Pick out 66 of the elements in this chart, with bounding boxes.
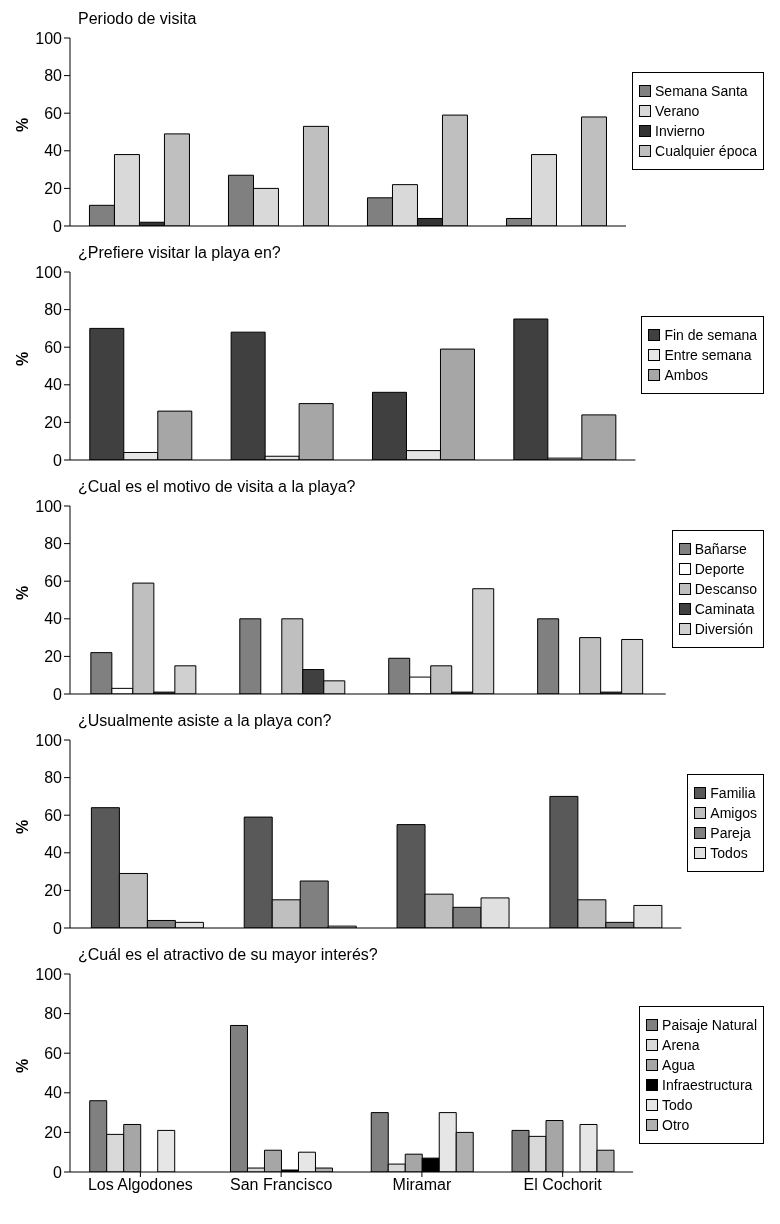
y-tick-label: 60 (44, 338, 63, 356)
y-tick-label: 0 (53, 217, 63, 235)
legend-label: Deporte (694, 561, 745, 577)
y-axis-title: % (13, 117, 31, 132)
y-tick-label: 20 (44, 648, 63, 666)
x-tick-label: Miramar (392, 1176, 452, 1194)
y-tick-label: 100 (35, 965, 63, 983)
y-tick-label: 0 (53, 685, 63, 703)
y-tick-label: 40 (44, 610, 63, 628)
y-tick-label: 40 (44, 142, 63, 160)
legend-label: Verano (655, 103, 700, 119)
y-tick-label: 100 (35, 497, 63, 515)
legend-label: Agua (662, 1057, 695, 1073)
y-axis-title: % (13, 585, 31, 600)
legend-label: Amigos (710, 805, 757, 821)
legend-label: Todos (710, 845, 748, 861)
y-tick-label: 60 (44, 104, 63, 122)
legend-label: Invierno (655, 123, 705, 139)
y-axis-title: % (13, 1058, 31, 1073)
y-tick-label: 80 (44, 535, 63, 553)
y-tick-label: 20 (44, 882, 63, 900)
legend-label: Todo (662, 1097, 693, 1113)
y-tick-label: 100 (35, 29, 63, 47)
legend-label: Semana Santa (655, 83, 748, 99)
y-tick-label: 0 (53, 451, 63, 469)
y-tick-label: 20 (44, 1124, 63, 1142)
y-axis-title: % (13, 351, 31, 366)
y-tick-label: 0 (53, 1163, 63, 1181)
legend-label: Diversión (694, 621, 754, 637)
y-axis-title: % (13, 819, 31, 834)
legend-label: Pareja (710, 825, 751, 841)
legend-label: Cualquier época (655, 143, 757, 159)
y-tick-label: 0 (53, 919, 63, 937)
y-tick-label: 60 (44, 1044, 63, 1062)
legend-label: Ambos (664, 367, 708, 383)
legend-label: Infraestructura (662, 1077, 753, 1093)
y-tick-label: 60 (44, 572, 63, 590)
legend-label: Descanso (694, 581, 757, 597)
legend-label: Fin de semana (664, 327, 757, 343)
x-tick-label: San Francisco (230, 1176, 333, 1194)
chart-title: ¿Cual es el motivo de visita a la playa? (78, 478, 356, 496)
y-tick-label: 40 (44, 844, 63, 862)
y-tick-label: 60 (44, 806, 63, 824)
y-tick-label: 20 (44, 180, 63, 198)
legend-label: Arena (662, 1037, 700, 1053)
y-tick-label: 100 (35, 731, 63, 749)
legend-label: Entre semana (664, 347, 752, 363)
legend-label: Bañarse (694, 541, 747, 557)
legend-label: Otro (662, 1117, 690, 1133)
chart-title: Periodo de visita (78, 10, 197, 28)
y-tick-label: 40 (44, 376, 63, 394)
y-tick-label: 20 (44, 414, 63, 432)
legend-label: Familia (710, 785, 756, 801)
y-tick-label: 80 (44, 301, 63, 319)
legend-label: Caminata (694, 601, 755, 617)
x-tick-label: Los Algodones (87, 1176, 193, 1194)
chart-title: ¿Usualmente asiste a la playa con? (78, 712, 332, 730)
y-tick-label: 40 (44, 1084, 63, 1102)
y-tick-label: 80 (44, 1005, 63, 1023)
y-tick-label: 100 (35, 263, 63, 281)
chart-title: ¿Prefiere visitar la playa en? (78, 244, 281, 262)
y-tick-label: 80 (44, 67, 63, 85)
chart-title: ¿Cuál es el atractivo de su mayor interés? (78, 946, 378, 964)
y-tick-label: 80 (44, 769, 63, 787)
legend-label: Paisaje Natural (662, 1017, 757, 1033)
x-tick-label: El Cochorit (523, 1176, 603, 1194)
